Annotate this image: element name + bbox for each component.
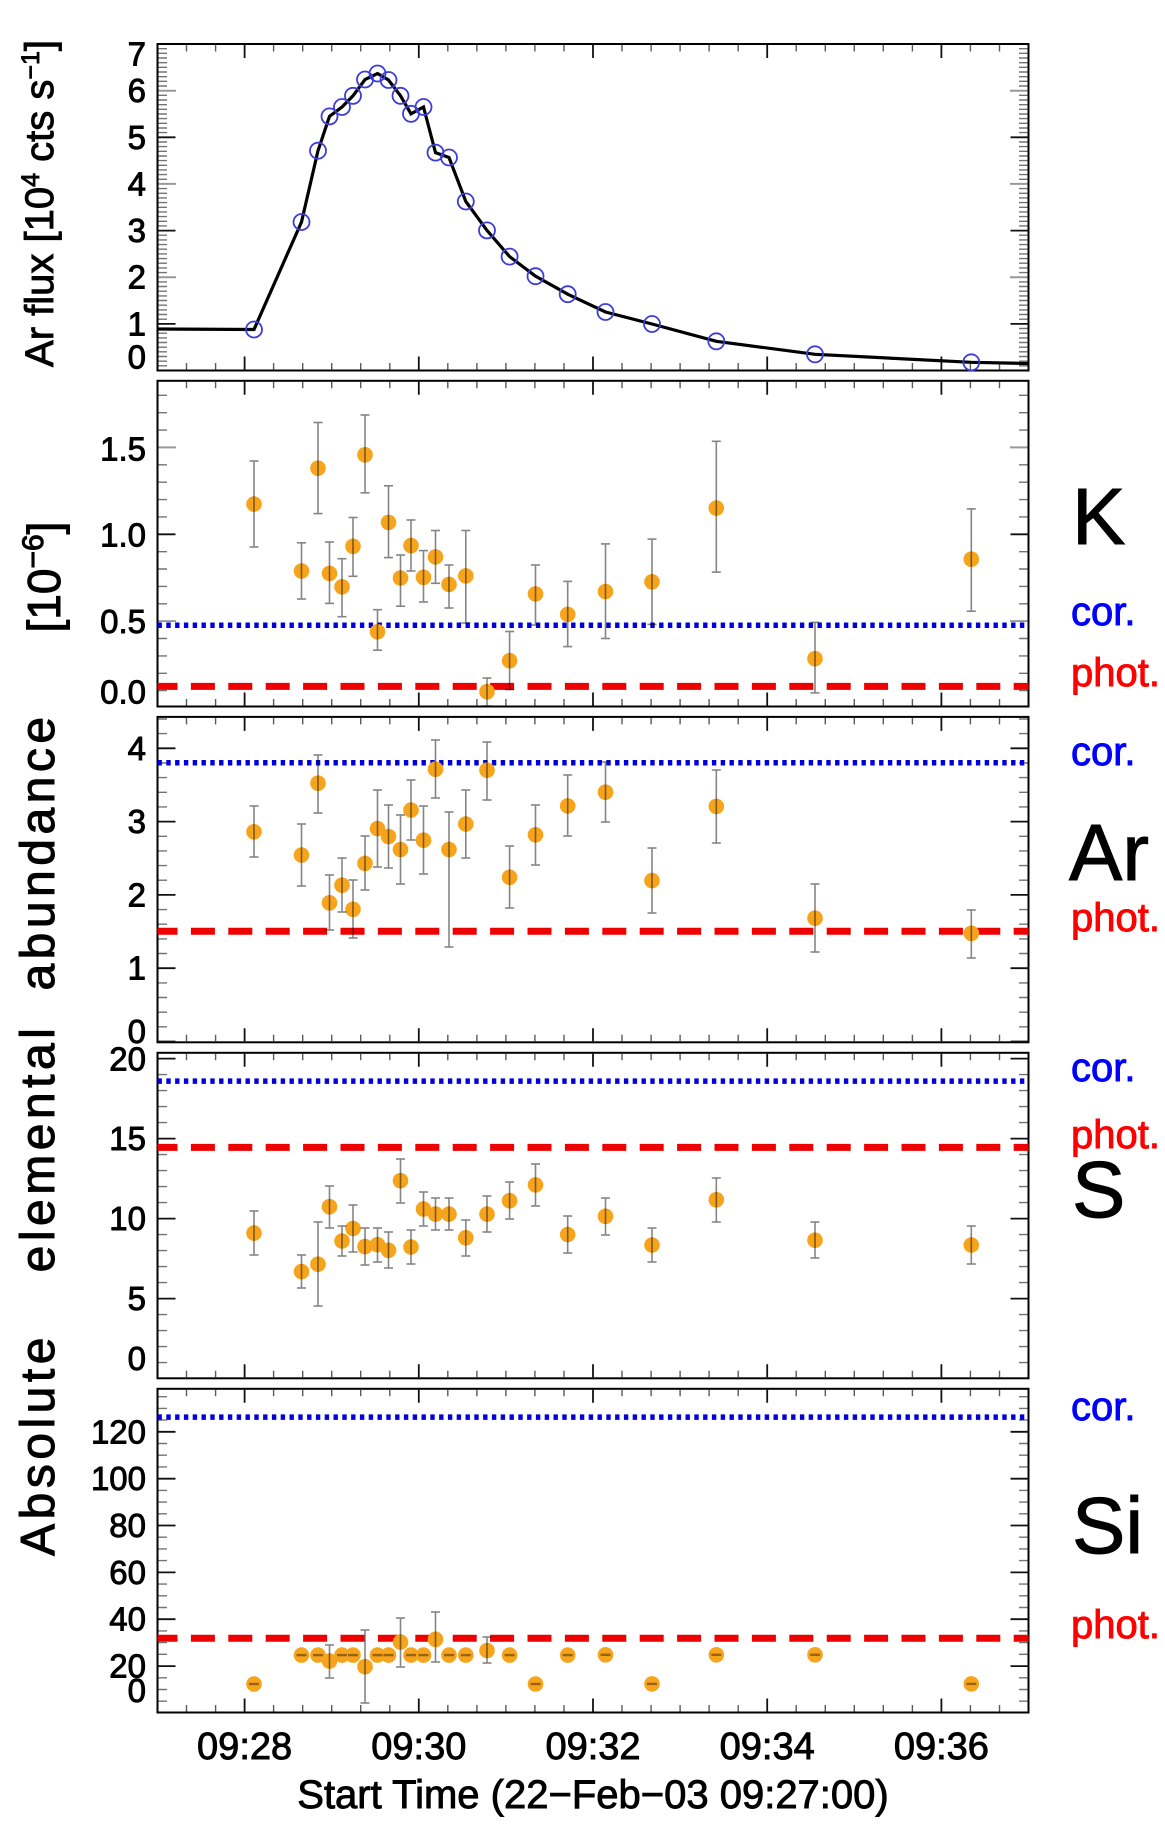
svg-text:Start Time (22−Feb−03 09:27:00: Start Time (22−Feb−03 09:27:00) (297, 1773, 888, 1817)
svg-text:elemental: elemental (12, 1024, 65, 1273)
svg-text:4: 4 (128, 165, 146, 202)
svg-text:09:28: 09:28 (197, 1726, 292, 1768)
svg-text:4: 4 (128, 730, 146, 767)
svg-text:10: 10 (109, 1200, 146, 1237)
svg-text:cor.: cor. (1071, 730, 1135, 774)
svg-text:120: 120 (91, 1413, 146, 1450)
svg-text:2: 2 (128, 259, 146, 296)
svg-text:0: 0 (128, 1340, 146, 1377)
svg-text:09:36: 09:36 (894, 1726, 989, 1768)
svg-text:2: 2 (128, 876, 146, 913)
svg-text:5: 5 (128, 119, 146, 156)
svg-text:[10−6]: [10−6] (17, 522, 70, 633)
svg-text:0.5: 0.5 (100, 603, 146, 640)
svg-text:Absolute: Absolute (12, 1333, 65, 1556)
svg-text:15: 15 (109, 1120, 146, 1157)
svg-text:09:32: 09:32 (545, 1726, 640, 1768)
svg-text:cor.: cor. (1071, 1046, 1135, 1090)
svg-text:6: 6 (128, 72, 146, 109)
svg-text:3: 3 (128, 803, 146, 840)
svg-text:20: 20 (109, 1648, 146, 1685)
svg-text:cor.: cor. (1071, 590, 1135, 634)
svg-text:0: 0 (128, 339, 146, 376)
svg-text:Ar: Ar (1069, 808, 1149, 897)
svg-text:abundance: abundance (12, 712, 65, 990)
svg-text:09:34: 09:34 (720, 1726, 815, 1768)
svg-text:1.0: 1.0 (100, 517, 146, 554)
svg-text:0: 0 (128, 1013, 146, 1050)
svg-text:S: S (1072, 1145, 1125, 1234)
svg-text:phot.: phot. (1071, 896, 1160, 940)
svg-text:phot.: phot. (1071, 1603, 1160, 1647)
svg-text:1.5: 1.5 (100, 431, 146, 468)
svg-text:Si: Si (1072, 1481, 1143, 1570)
svg-text:80: 80 (109, 1507, 146, 1544)
svg-text:5: 5 (128, 1280, 146, 1317)
svg-text:60: 60 (109, 1554, 146, 1591)
svg-text:7: 7 (128, 36, 146, 73)
svg-text:40: 40 (109, 1601, 146, 1638)
svg-text:3: 3 (128, 212, 146, 249)
svg-text:Ar flux [104 cts s−1]: Ar flux [104 cts s−1] (17, 40, 62, 367)
svg-text:20: 20 (109, 1041, 146, 1078)
svg-text:cor.: cor. (1071, 1385, 1135, 1429)
svg-text:phot.: phot. (1071, 651, 1160, 695)
svg-text:0: 0 (128, 1672, 146, 1709)
svg-text:100: 100 (91, 1460, 146, 1497)
svg-text:1: 1 (128, 950, 146, 987)
svg-text:1: 1 (128, 305, 146, 342)
svg-text:0.0: 0.0 (100, 674, 146, 711)
svg-text:phot.: phot. (1071, 1113, 1160, 1157)
svg-text:K: K (1072, 472, 1125, 561)
svg-text:09:30: 09:30 (371, 1726, 466, 1768)
